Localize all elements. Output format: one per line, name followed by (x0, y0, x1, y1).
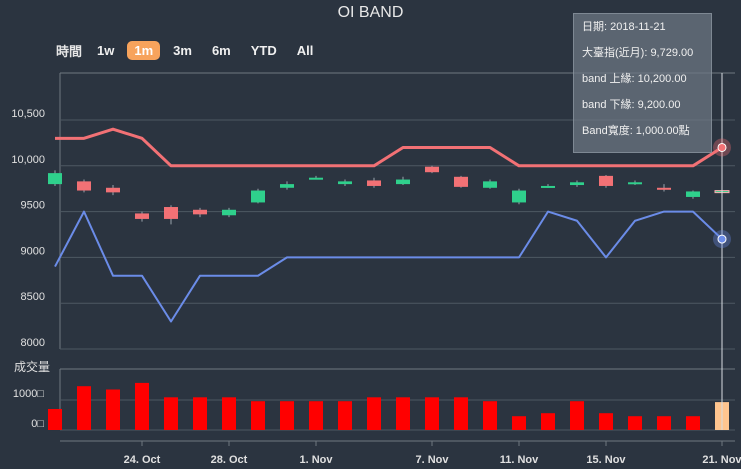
candle-body (512, 190, 526, 203)
volume-bar (251, 401, 265, 430)
candle-body (570, 182, 584, 186)
range-button-1w[interactable]: 1w (97, 42, 115, 58)
x-tick-label: 11. Nov (500, 454, 539, 466)
volume-bar (541, 413, 555, 430)
candle-body (77, 181, 91, 191)
tooltip-price: 大臺指(近月): 9,729.00 (582, 47, 694, 59)
price-tick-label: 8000 (21, 337, 45, 349)
candle-body (425, 166, 439, 173)
volume-tick-label: 1000□ (13, 388, 44, 400)
range-button-ytd[interactable]: YTD (250, 42, 277, 58)
volume-bar (483, 401, 497, 430)
volume-tick-label: 0□ (31, 418, 44, 430)
price-tick-label: 10,500 (11, 108, 45, 120)
volume-bar (425, 397, 439, 430)
volume-bar (570, 401, 584, 430)
x-tick-label: 24. Oct (124, 454, 161, 466)
x-tick-label: 7. Nov (415, 454, 449, 466)
candle-body (483, 181, 497, 188)
candle-body (599, 175, 613, 186)
volume-bar (106, 389, 120, 430)
candle-body (338, 181, 352, 185)
volume-bar (164, 397, 178, 430)
candle-body (657, 187, 671, 190)
upper-band-marker (717, 142, 727, 152)
volume-bar (686, 416, 700, 430)
candle-body (251, 190, 265, 203)
candle-body (396, 179, 410, 185)
volume-bar (367, 397, 381, 430)
volume-bar (222, 397, 236, 430)
volume-bar (599, 413, 613, 430)
candle-body (454, 176, 468, 187)
candle-body (280, 184, 294, 188)
candle-body (164, 207, 178, 219)
volume-bar (309, 401, 323, 430)
price-tick-label: 8500 (21, 291, 45, 303)
candle-body (48, 173, 62, 185)
range-button-3m[interactable]: 3m (173, 42, 192, 58)
candle-body (541, 185, 555, 188)
chart-title: OI BAND (337, 4, 404, 21)
lower-band-line (54, 210, 723, 323)
lower-band-marker (717, 234, 727, 244)
volume-bar (48, 409, 62, 430)
candle-body (193, 209, 207, 215)
x-tick-label: 15. Nov (586, 454, 626, 466)
chart-tooltip: 日期: 2018-11-21 大臺指(近月): 9,729.00 band 上緣… (573, 13, 712, 153)
range-button-all[interactable]: All (296, 42, 314, 58)
candle-body (367, 180, 381, 186)
candle-body (309, 177, 323, 180)
range-button-1m[interactable]: 1m (127, 40, 161, 60)
price-tick-label: 10,000 (11, 154, 45, 166)
volume-bar (280, 401, 294, 430)
range-selector: 時間 1w 1m 3m 6m YTD All (56, 39, 320, 61)
x-tick-label: 1. Nov (299, 454, 333, 466)
range-selector-label: 時間 (56, 43, 83, 59)
candle-body (222, 209, 236, 216)
volume-bar (628, 416, 642, 430)
upper-band-line (55, 127, 723, 168)
tooltip-width: Band寬度: 1,000.00點 (582, 125, 690, 137)
tooltip-date: 日期: 2018-11-21 (582, 21, 666, 33)
volume-bar (193, 397, 207, 430)
volume-bar (396, 397, 410, 430)
x-tick-label: 28. Oct (211, 454, 248, 466)
candle-body (686, 191, 700, 197)
x-tick-label: 21. Nov (702, 454, 741, 466)
candle-body (628, 182, 642, 185)
volume-bar (135, 382, 149, 430)
tooltip-upper: band 上緣: 10,200.00 (582, 73, 687, 85)
range-button-6m[interactable]: 6m (211, 42, 231, 58)
tooltip-lower: band 下緣: 9,200.00 (582, 99, 681, 111)
candle-body (135, 213, 149, 219)
volume-bar (338, 401, 352, 430)
volume-bar (454, 397, 468, 430)
volume-bar (77, 386, 91, 430)
volume-bar (512, 416, 526, 430)
volume-axis-title: 成交量 (14, 359, 50, 374)
price-tick-label: 9000 (21, 245, 45, 257)
volume-bar (657, 416, 671, 430)
price-tick-label: 9500 (21, 200, 45, 212)
candle-body (106, 187, 120, 193)
